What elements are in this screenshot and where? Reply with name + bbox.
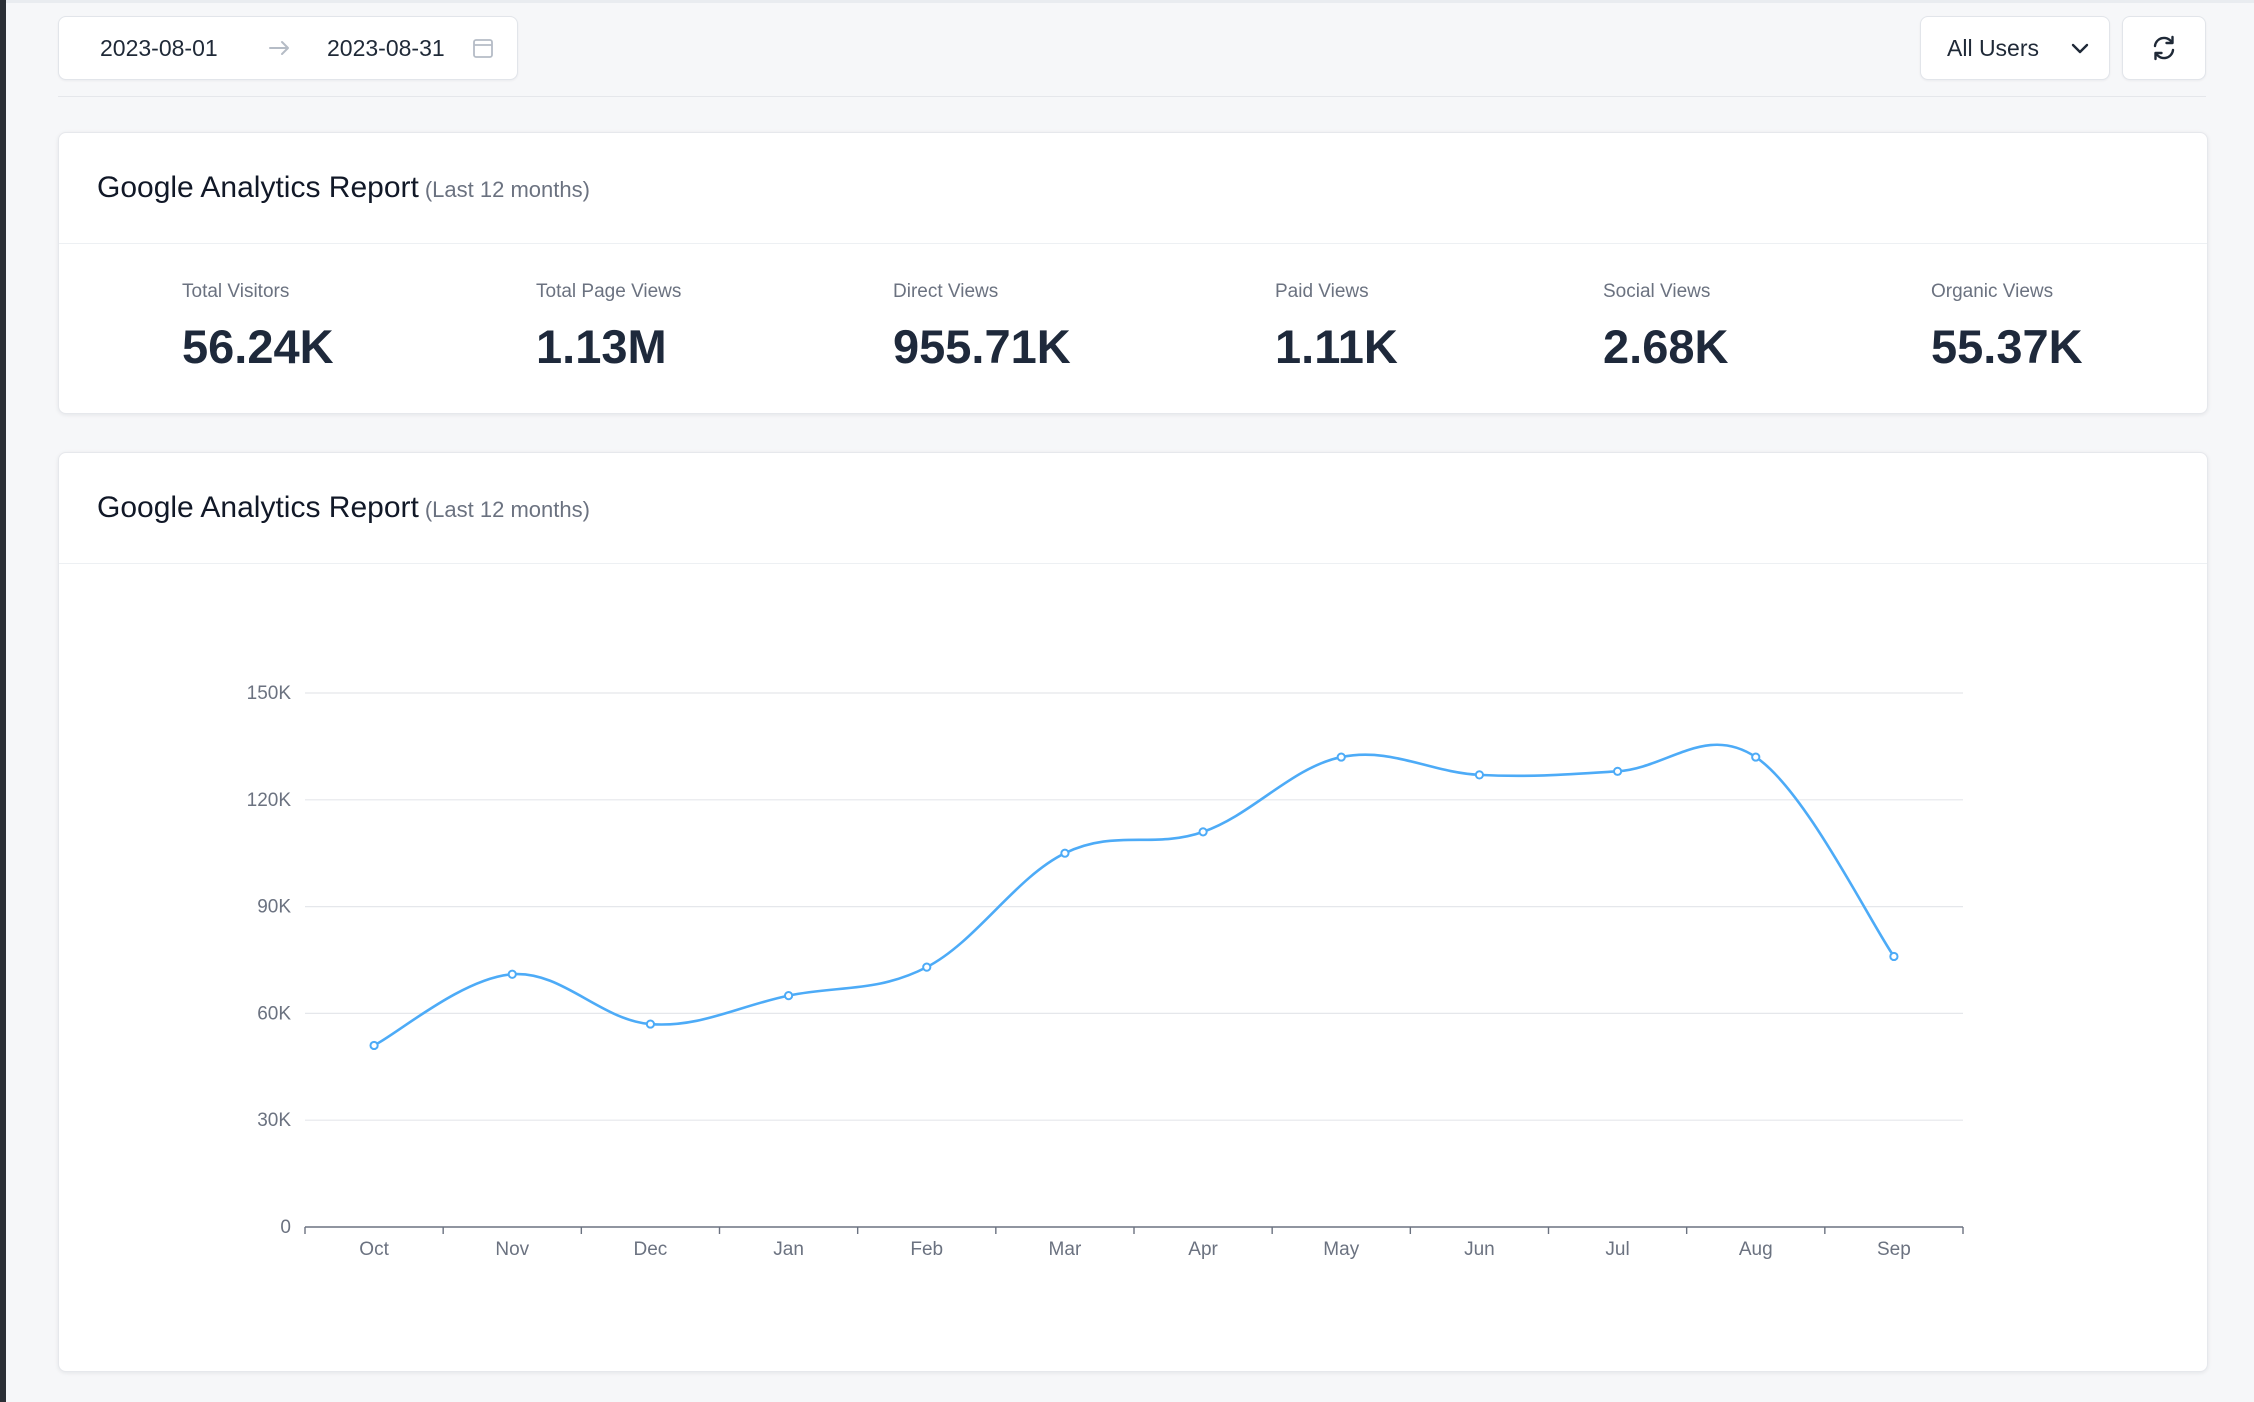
stat-label: Total Visitors <box>182 281 290 302</box>
stats-card-subtitle: (Last 12 months) <box>424 177 590 202</box>
user-filter-label: All Users <box>1947 35 2040 61</box>
data-point <box>645 1019 656 1029</box>
chart-card-subtitle: (Last 12 months) <box>424 497 590 522</box>
stat-value: 55.37K <box>1931 320 2083 373</box>
date-end-input[interactable]: 2023-08-31 <box>327 35 445 61</box>
window-left-edge <box>0 0 6 1402</box>
user-filter-select[interactable]: All Users <box>1920 16 2110 80</box>
stat-value: 955.71K <box>893 320 1071 373</box>
date-start-input[interactable]: 2023-08-01 <box>100 35 218 61</box>
y-tick-label: 120K <box>247 790 292 811</box>
stat-label: Social Views <box>1603 281 1711 302</box>
data-point <box>1751 752 1761 762</box>
refresh-icon <box>2153 35 2175 61</box>
x-tick-label: Dec <box>634 1239 668 1260</box>
stat-direct-views: Direct Views 955.71K <box>893 281 1193 374</box>
chart-card-title: Google Analytics Report (Last 12 months) <box>97 491 590 525</box>
stat-total-visitors: Total Visitors 56.24K <box>182 281 482 374</box>
chart-card: Google Analytics Report (Last 12 months) … <box>58 452 2208 1372</box>
x-tick-label: Jun <box>1464 1239 1495 1260</box>
y-tick-label: 30K <box>257 1110 291 1131</box>
window-top-edge <box>6 0 2254 3</box>
stat-value: 56.24K <box>182 320 334 373</box>
data-point <box>1612 766 1623 776</box>
x-tick-label: Feb <box>910 1239 943 1260</box>
stats-card: Google Analytics Report (Last 12 months) … <box>58 132 2208 414</box>
stat-value: 1.13M <box>536 320 667 373</box>
stat-label: Organic Views <box>1931 281 2054 302</box>
x-tick-label: Jan <box>773 1239 804 1260</box>
chevron-down-icon <box>2071 43 2089 54</box>
x-tick-label: May <box>1323 1239 1359 1260</box>
x-tick-label: Mar <box>1049 1239 1082 1260</box>
date-range-picker[interactable]: 2023-08-01 2023-08-31 <box>58 16 518 80</box>
line-chart: 0 30K 60K 90K 120K 150K Oct Nov Dec Jan Feb Mar Apr M… <box>247 683 1964 1260</box>
calendar-icon[interactable] <box>471 36 495 60</box>
stat-value: 1.11K <box>1275 320 1398 373</box>
stat-label: Total Page Views <box>536 281 682 302</box>
toolbar: 2023-08-01 2023-08-31 All Users <box>58 16 2206 80</box>
x-tick-label: Sep <box>1877 1239 1911 1260</box>
y-tick-label: 150K <box>247 683 292 704</box>
data-point <box>1474 770 1485 780</box>
stats-card-header: Google Analytics Report (Last 12 months) <box>59 133 2207 244</box>
x-tick-label: Nov <box>495 1239 529 1260</box>
data-point <box>1198 827 1208 837</box>
y-tick-label: 0 <box>280 1217 291 1238</box>
stat-social-views: Social Views 2.68K <box>1603 281 1903 374</box>
y-tick-label: 90K <box>257 897 291 918</box>
stat-organic-views: Organic Views 55.37K <box>1931 281 2231 374</box>
stats-card-title-text: Google Analytics Report <box>97 171 419 204</box>
refresh-button[interactable] <box>2122 16 2206 80</box>
x-tick-label: Apr <box>1188 1239 1218 1260</box>
stat-value: 2.68K <box>1603 320 1729 373</box>
data-point <box>1060 848 1070 858</box>
x-tick-label: Aug <box>1739 1239 1773 1260</box>
x-tick-label: Oct <box>359 1239 389 1260</box>
series-line <box>373 743 1895 1047</box>
arrow-right-icon <box>269 41 289 55</box>
data-point <box>783 991 794 1001</box>
y-tick-label: 60K <box>257 1003 291 1024</box>
data-point <box>1336 752 1346 762</box>
stat-label: Direct Views <box>893 281 999 302</box>
chart-card-title-text: Google Analytics Report <box>97 491 419 524</box>
stats-card-title: Google Analytics Report (Last 12 months) <box>97 171 590 205</box>
data-point <box>922 962 932 972</box>
data-point <box>1889 951 1899 962</box>
data-point <box>507 969 517 979</box>
toolbar-divider <box>58 96 2206 97</box>
x-tick-label: Jul <box>1605 1239 1629 1260</box>
stat-label: Paid Views <box>1275 281 1369 302</box>
stat-total-page-views: Total Page Views 1.13M <box>536 281 836 374</box>
data-point <box>369 1040 379 1051</box>
stat-paid-views: Paid Views 1.11K <box>1275 281 1575 374</box>
chart-card-header: Google Analytics Report (Last 12 months) <box>59 453 2207 564</box>
